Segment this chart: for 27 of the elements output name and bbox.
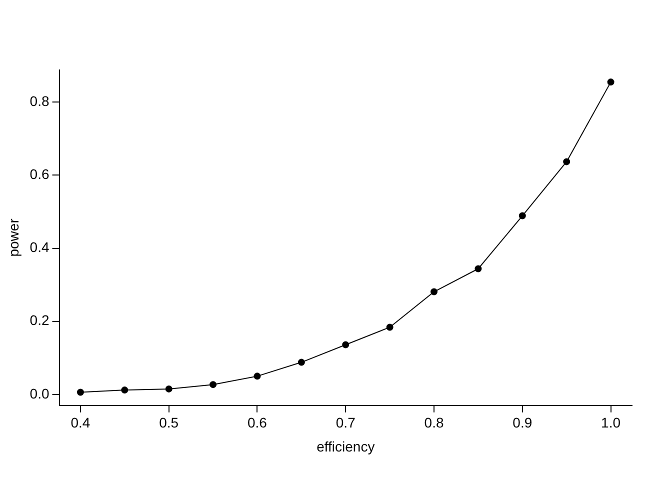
point: [165, 385, 172, 392]
point: [430, 288, 438, 296]
y-tick-label: 0.0: [30, 385, 50, 402]
y-tick-label: 0.8: [30, 93, 50, 110]
x-tick-label: 0.6: [248, 414, 268, 431]
y-axis-title: power: [5, 218, 22, 257]
y-tick-label: 0.2: [30, 312, 50, 328]
x-tick-label: 0.5: [159, 414, 179, 431]
point: [210, 381, 217, 388]
point: [121, 386, 128, 394]
point: [298, 358, 305, 366]
point: [474, 265, 482, 272]
point: [342, 341, 350, 348]
y-tick-label: 0.4: [30, 239, 50, 256]
point: [563, 158, 570, 166]
x-tick-label: 1.0: [601, 414, 621, 431]
y-tick-label: 0.6: [30, 166, 50, 182]
x-tick-label: 0.4: [70, 414, 90, 431]
point: [76, 388, 84, 396]
x-tick-label: 0.9: [512, 414, 532, 431]
x-tick-label: 0.8: [424, 414, 444, 431]
point: [607, 78, 614, 86]
x-axis-title: efficiency: [316, 438, 375, 454]
point: [386, 324, 394, 331]
x-tick-label: 0.7: [336, 414, 356, 431]
point: [518, 212, 526, 220]
point: [254, 372, 261, 380]
